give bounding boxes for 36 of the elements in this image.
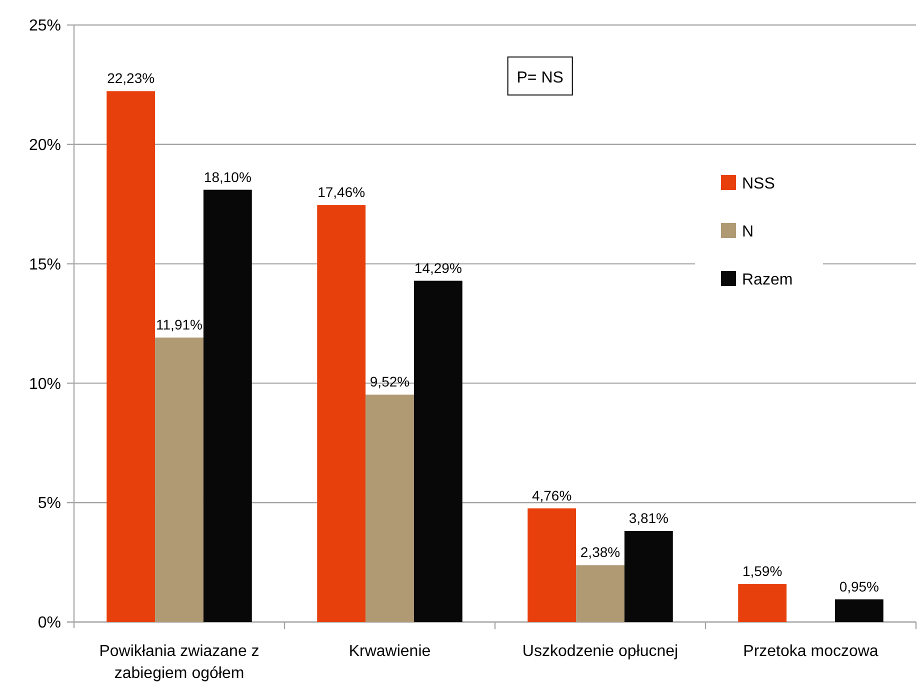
x-tick-label: Uszkodzenie opłucnej <box>522 643 678 660</box>
data-label: 4,76% <box>532 487 572 504</box>
bar <box>106 91 156 622</box>
data-label: 3,81% <box>628 510 669 526</box>
y-tick-label: 5% <box>38 495 61 512</box>
bar <box>203 190 252 622</box>
bar <box>624 531 673 622</box>
y-tick-label: 25% <box>28 18 61 35</box>
bar <box>528 508 576 622</box>
data-label: 22,23% <box>107 70 155 86</box>
y-tick-label: 20% <box>28 137 61 154</box>
data-label: 18,10% <box>204 168 252 185</box>
bar <box>317 205 366 622</box>
data-label: 17,46% <box>318 184 366 200</box>
bar <box>738 584 787 622</box>
annotation: P= NS <box>516 70 564 87</box>
data-label: 0,95% <box>839 578 880 594</box>
data-label: 2,38% <box>580 544 620 560</box>
data-label: 11,91% <box>156 316 202 333</box>
bar <box>414 280 462 622</box>
legend-label: NSS <box>742 176 775 193</box>
data-label: 1,59% <box>742 563 782 580</box>
bar <box>576 565 624 622</box>
x-tick-label: Krwawienie <box>348 643 431 660</box>
y-tick-label: 10% <box>28 376 61 393</box>
x-tick-label: Przetoka moczowa <box>743 643 878 660</box>
bar <box>366 394 414 622</box>
data-label: 14,29% <box>414 260 462 276</box>
legend-label: Razem <box>742 272 793 289</box>
y-tick-label: 15% <box>28 256 61 274</box>
bar <box>834 599 884 622</box>
bar <box>155 338 204 622</box>
data-label: 9,52% <box>370 374 410 390</box>
x-tick-label: Powikłania zwiazane z zabiegiem ogółem <box>99 643 260 682</box>
legend-label: N <box>742 224 754 241</box>
y-tick-label: 0% <box>38 614 61 632</box>
